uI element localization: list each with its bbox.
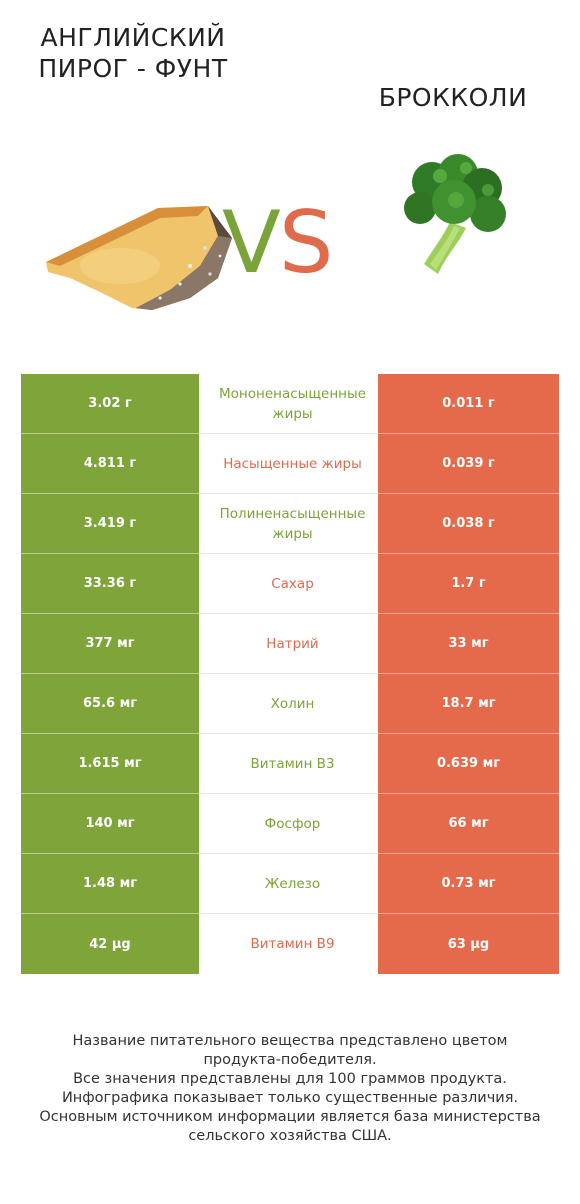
right-value-cell: 0.011 г (378, 374, 559, 434)
table-row: 65.6 мг Холин 18.7 мг (21, 674, 559, 734)
left-value-cell: 140 мг (21, 794, 199, 854)
right-value-cell: 0.639 мг (378, 734, 559, 794)
table-row: 377 мг Натрий 33 мг (21, 614, 559, 674)
footer-line: Название питательного вещества представл… (72, 1033, 508, 1049)
versus-s: S (278, 193, 334, 293)
table-row: 33.36 г Сахар 1.7 г (21, 554, 559, 614)
table-row: 140 мг Фосфор 66 мг (21, 794, 559, 854)
left-product-title: АНГЛИЙСКИЙ ПИРОГ - ФУНТ (38, 23, 228, 83)
nutrient-name-cell: Витамин B3 (199, 734, 378, 794)
table-row: 3.02 г Мононенасыщенные жиры 0.011 г (21, 374, 559, 434)
left-value-cell: 3.02 г (21, 374, 199, 434)
footer-line: продукта-победителя. (203, 1052, 377, 1068)
left-value-cell: 3.419 г (21, 494, 199, 554)
footer-line: Все значения представлены для 100 граммо… (73, 1071, 507, 1087)
table-row: 3.419 г Полиненасыщенные жиры 0.038 г (21, 494, 559, 554)
left-value-cell: 1.615 мг (21, 734, 199, 794)
nutrient-name-cell: Насыщенные жиры (199, 434, 378, 494)
right-value-cell: 63 µg (378, 914, 559, 974)
footer-line: Основным источником информации является … (39, 1109, 541, 1125)
nutrient-name-cell: Полиненасыщенные жиры (199, 494, 378, 554)
nutrient-name-cell: Сахар (199, 554, 378, 614)
versus-label: VS (222, 193, 334, 293)
versus-v: V (222, 193, 281, 293)
nutrient-name-cell: Железо (199, 854, 378, 914)
right-value-cell: 33 мг (378, 614, 559, 674)
left-value-cell: 42 µg (21, 914, 199, 974)
right-value-cell: 0.038 г (378, 494, 559, 554)
comparison-table: 3.02 г Мононенасыщенные жиры 0.011 г 4.811 … (21, 374, 559, 974)
table-row: 1.48 мг Железо 0.73 мг (21, 854, 559, 914)
left-value-cell: 1.48 мг (21, 854, 199, 914)
footer-line: сельского хозяйства США. (188, 1128, 392, 1144)
left-value-cell: 4.811 г (21, 434, 199, 494)
table-row: 4.811 г Насыщенные жиры 0.039 г (21, 434, 559, 494)
left-value-cell: 33.36 г (21, 554, 199, 614)
right-value-cell: 66 мг (378, 794, 559, 854)
pound-cake-image (46, 206, 232, 310)
right-product-title: БРОККОЛИ (378, 83, 528, 112)
nutrient-name-cell: Фосфор (199, 794, 378, 854)
footer-notes: Название питательного вещества представл… (14, 1032, 566, 1146)
nutrient-name-cell: Витамин B9 (199, 914, 378, 974)
right-value-cell: 0.73 мг (378, 854, 559, 914)
nutrient-name-cell: Мононенасыщенные жиры (199, 374, 378, 434)
nutrient-name-cell: Натрий (199, 614, 378, 674)
footer-line: Инфографика показывает только существенн… (61, 1090, 519, 1106)
left-value-cell: 377 мг (21, 614, 199, 674)
broccoli-image (404, 154, 506, 274)
right-value-cell: 0.039 г (378, 434, 559, 494)
right-value-cell: 18.7 мг (378, 674, 559, 734)
table-row: 1.615 мг Витамин B3 0.639 мг (21, 734, 559, 794)
left-value-cell: 65.6 мг (21, 674, 199, 734)
table-row: 42 µg Витамин B9 63 µg (21, 914, 559, 974)
nutrient-name-cell: Холин (199, 674, 378, 734)
right-value-cell: 1.7 г (378, 554, 559, 614)
